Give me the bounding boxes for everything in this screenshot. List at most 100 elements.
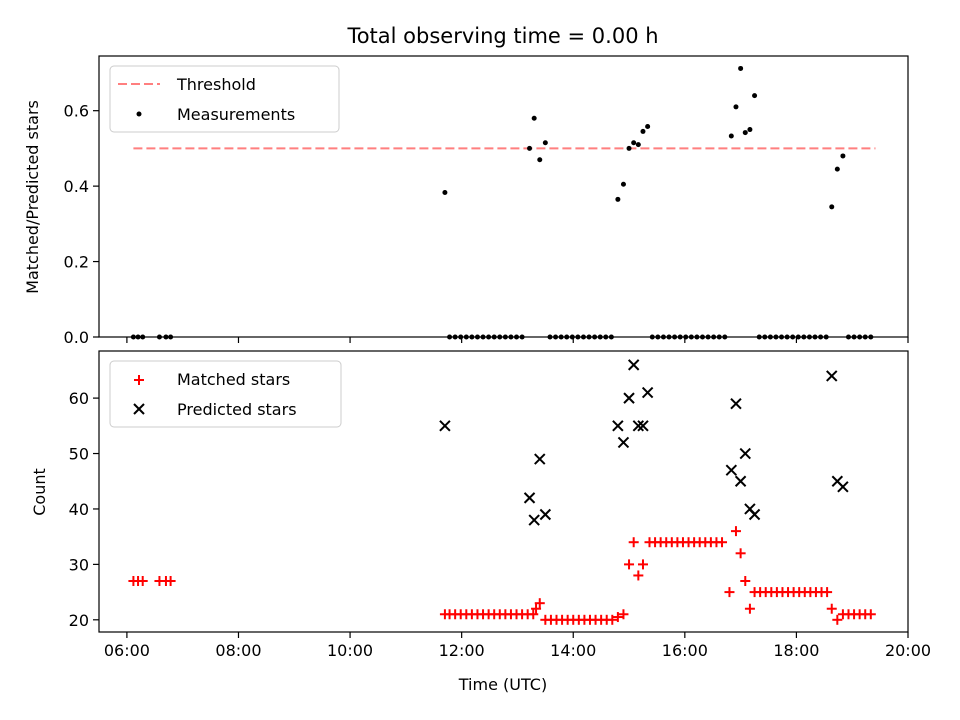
predicted-stars-point [632, 420, 645, 432]
predicted-stars-point [523, 492, 536, 504]
measurement-point [840, 153, 846, 159]
legend-label-predicted: Predicted stars [177, 400, 297, 419]
predicted-stars-point [528, 514, 540, 526]
predicted-legend-swatch [133, 403, 145, 415]
top-legend: Threshold Measurements [109, 65, 340, 133]
measurement-point [738, 65, 744, 71]
y-tick-label: 0.2 [64, 253, 89, 272]
predicted-stars-point [439, 420, 451, 432]
matched-stars-point [637, 559, 648, 570]
predicted-stars-point [539, 508, 552, 521]
predicted-stars-point [617, 436, 630, 449]
predicted-stars-point [637, 420, 649, 432]
measurement-point [626, 145, 632, 151]
bottom-legend-box [109, 360, 342, 428]
measurement-point [834, 166, 840, 172]
x-tick-label: 18:00 [773, 641, 819, 660]
matched-stars-point [730, 526, 741, 537]
x-tick-label: 10:00 [327, 641, 373, 660]
predicted-stars-point [641, 386, 654, 399]
y-tick-label: 0.0 [64, 328, 89, 347]
predicted-stars-point [534, 453, 546, 465]
y-tick-label: 0.4 [64, 177, 89, 196]
matched-stars-point [528, 609, 539, 620]
matched-stars-point [628, 537, 639, 548]
predicted-stars-point [739, 447, 751, 460]
predicted-stars-point [748, 508, 761, 521]
chart-title: Total observing time = 0.00 h [346, 24, 658, 48]
y-tick-label: 40 [69, 500, 89, 519]
measurement-point [640, 128, 646, 134]
top-y-axis-label: Matched/Predicted stars [23, 100, 42, 294]
bottom-panel: 06:00 08:00 10:00 12:00 14:00 16:00 18:00 20:00… [30, 350, 931, 694]
measurement-point [728, 133, 734, 139]
y-tick-label: 60 [69, 389, 89, 408]
matched-stars-point [633, 570, 644, 581]
y-tick-label: 30 [69, 555, 89, 574]
bottom-legend: Matched stars Predicted stars [109, 360, 342, 428]
measurement-point [620, 181, 626, 187]
top-legend-box [109, 65, 340, 133]
x-tick-label: 08:00 [215, 641, 261, 660]
measurement-point [635, 142, 641, 148]
matched-stars-point [724, 587, 735, 598]
x-tick-label: 14:00 [550, 641, 596, 660]
y-tick-label: 0.6 [64, 102, 89, 121]
matched-stars-point [137, 576, 148, 587]
measurement-point [531, 115, 537, 121]
measurement-point [442, 190, 448, 196]
predicted-stars-point [826, 370, 838, 382]
measurement-point [537, 157, 543, 163]
matched-stars-point [832, 614, 843, 625]
matched-stars-point [822, 587, 833, 598]
measurement-point [752, 93, 758, 99]
matched-stars-point [865, 609, 876, 620]
matched-stars-point [534, 598, 545, 609]
matched-stars-point [826, 603, 837, 614]
x-tick-label: 20:00 [885, 641, 931, 660]
matched-legend-swatch [134, 375, 144, 385]
x-tick-label: 06:00 [104, 641, 150, 660]
counts-plot-area [128, 359, 876, 625]
measurement-point [615, 196, 621, 202]
measurement-point [527, 145, 533, 151]
legend-label-matched: Matched stars [177, 370, 290, 389]
matched-stars-point [618, 609, 629, 620]
y-tick-label: 20 [69, 611, 89, 630]
measurement-point [645, 124, 651, 130]
legend-label-threshold: Threshold [176, 75, 256, 94]
predicted-stars-point [725, 464, 738, 476]
measurement-point [747, 127, 753, 133]
matched-stars-point [744, 603, 755, 614]
predicted-stars-point [734, 475, 747, 487]
measurements-legend-swatch [136, 111, 142, 117]
measurement-point [742, 130, 748, 136]
matched-stars-point [165, 576, 176, 587]
matched-stars-point [717, 537, 728, 548]
x-tick-label: 12:00 [439, 641, 485, 660]
x-tick-label: 16:00 [662, 641, 708, 660]
matched-stars-point [740, 576, 751, 587]
bottom-y-axis-label: Count [30, 468, 49, 516]
matched-stars-point [612, 612, 623, 623]
matched-stars-point [624, 559, 635, 570]
measurement-point [631, 140, 637, 146]
matched-stars-point [531, 603, 542, 614]
predicted-stars-point [627, 359, 640, 371]
top-panel: 0.0 0.2 0.4 0.6 Matched/Predicted stars Thr… [23, 55, 909, 347]
predicted-stars-point [837, 481, 849, 493]
matched-stars-point [735, 548, 746, 559]
top-axes-frame [98, 55, 909, 338]
predicted-stars-point [623, 392, 635, 404]
top-axes: 0.0 0.2 0.4 0.6 [64, 102, 909, 347]
y-tick-label: 50 [69, 445, 89, 464]
predicted-stars-point [730, 397, 742, 410]
legend-label-measurements: Measurements [177, 105, 295, 124]
bottom-axes-frame [98, 350, 909, 633]
measurement-point [733, 104, 739, 110]
bottom-axes: 06:00 08:00 10:00 12:00 14:00 16:00 18:00 20:00… [69, 389, 931, 660]
measurement-point [542, 140, 548, 146]
measurement-point [829, 204, 835, 210]
x-axis-label: Time (UTC) [458, 675, 547, 694]
